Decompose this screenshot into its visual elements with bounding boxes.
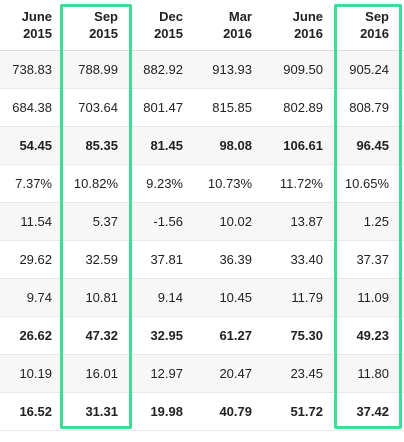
table-cell: 10.65% [344, 176, 389, 191]
table-cell: 32.95 [150, 328, 183, 343]
table-cell: 802.89 [283, 100, 323, 115]
column-header-year: 2016 [294, 26, 323, 41]
column-header-month: June [21, 9, 52, 24]
table-cell: 81.45 [150, 138, 183, 153]
table-cell: 7.37% [15, 176, 52, 191]
table-cell: 788.99 [78, 62, 118, 77]
column-header-month: Sep [365, 9, 389, 24]
table-row: 10.19 16.01 12.97 20.47 23.45 11.80 [0, 355, 404, 393]
table-cell: 51.72 [290, 404, 323, 419]
table-row: 9.74 10.81 9.14 10.45 11.79 11.09 [0, 279, 404, 317]
table-cell: 12.97 [150, 366, 183, 381]
column-header-sep-2015: Sep 2015 [58, 0, 130, 51]
table-cell: 36.39 [219, 252, 252, 267]
column-header-year: 2016 [360, 26, 389, 41]
table-cell: 10.82% [73, 176, 118, 191]
table-cell: 703.64 [78, 100, 118, 115]
table-cell: 801.47 [143, 100, 183, 115]
table-row: 684.38 703.64 801.47 815.85 802.89 808.79 [0, 89, 404, 127]
table-row: 11.54 5.37 -1.56 10.02 13.87 1.25 [0, 203, 404, 241]
column-header-dec-2015: Dec 2015 [130, 0, 196, 51]
table-cell: 37.37 [356, 252, 389, 267]
column-header-year: 2015 [23, 26, 52, 41]
table-cell: 10.73% [207, 176, 252, 191]
column-header-sep-2016: Sep 2016 [334, 0, 402, 51]
column-header-year: 2016 [223, 26, 252, 41]
table-cell: 815.85 [212, 100, 252, 115]
table-cell: 37.81 [150, 252, 183, 267]
table-cell: 20.47 [219, 366, 252, 381]
table-cell: 49.23 [356, 328, 389, 343]
table-cell: 98.08 [219, 138, 252, 153]
table-cell: 738.83 [12, 62, 52, 77]
table-cell: 85.35 [85, 138, 118, 153]
table-row: 54.45 85.35 81.45 98.08 106.61 96.45 [0, 127, 404, 165]
table-cell: 882.92 [143, 62, 183, 77]
table-cell: 9.74 [26, 290, 52, 305]
table-cell: 11.54 [20, 214, 52, 229]
table-cell: 33.40 [290, 252, 323, 267]
table-header-row: June 2015 Sep 2015 Dec 2015 Mar 2016 Jun… [0, 0, 404, 51]
column-header-month: Dec [159, 9, 183, 24]
table-cell: 19.98 [150, 404, 183, 419]
table-cell: 1.25 [363, 214, 389, 229]
table-cell: 913.93 [212, 62, 252, 77]
table-cell: 47.32 [85, 328, 118, 343]
table-cell: 11.72% [279, 176, 323, 191]
table-cell: 23.45 [290, 366, 323, 381]
table-cell: 905.24 [349, 62, 389, 77]
table-row: 26.62 47.32 32.95 61.27 75.30 49.23 [0, 317, 404, 355]
table-cell: 54.45 [19, 138, 52, 153]
column-header-month: June [292, 9, 323, 24]
column-header-june-2016: June 2016 [266, 0, 334, 51]
table-cell: 13.87 [290, 214, 323, 229]
table-cell: 10.19 [19, 366, 52, 381]
table-cell: 684.38 [12, 100, 52, 115]
column-header-mar-2016: Mar 2016 [196, 0, 266, 51]
table-cell: 96.45 [356, 138, 389, 153]
table-cell: 29.62 [19, 252, 52, 267]
table-cell: 10.02 [219, 214, 252, 229]
column-header-june-2015: June 2015 [0, 0, 58, 51]
table-cell: 5.37 [92, 214, 118, 229]
column-header-month: Mar [228, 9, 252, 24]
table-cell: 11.79 [291, 290, 323, 305]
table-cell: -1.56 [153, 214, 183, 229]
column-header-year: 2015 [89, 26, 118, 41]
table-row: 16.52 31.31 19.98 40.79 51.72 37.42 [0, 393, 404, 431]
table-cell: 26.62 [19, 328, 52, 343]
table-cell: 10.81 [85, 290, 118, 305]
table-cell: 16.01 [85, 366, 118, 381]
table-cell: 16.52 [19, 404, 52, 419]
table-cell: 37.42 [356, 404, 389, 419]
table-cell: 75.30 [290, 328, 323, 343]
table-cell: 909.50 [283, 62, 323, 77]
table-cell: 9.23% [146, 176, 183, 191]
table-cell: 106.61 [283, 138, 323, 153]
table-cell: 11.80 [357, 366, 389, 381]
column-header-year: 2015 [154, 26, 183, 41]
table-cell: 31.31 [85, 404, 118, 419]
table-cell: 10.45 [219, 290, 252, 305]
table-row: 738.83 788.99 882.92 913.93 909.50 905.24 [0, 51, 404, 89]
table-row: 7.37% 10.82% 9.23% 10.73% 11.72% 10.65% [0, 165, 404, 203]
table-cell: 808.79 [349, 100, 389, 115]
table-cell: 11.09 [357, 290, 389, 305]
table-row: 29.62 32.59 37.81 36.39 33.40 37.37 [0, 241, 404, 279]
table-cell: 32.59 [85, 252, 118, 267]
table-cell: 9.14 [157, 290, 183, 305]
table-cell: 61.27 [219, 328, 252, 343]
column-header-month: Sep [94, 9, 118, 24]
table-cell: 40.79 [219, 404, 252, 419]
